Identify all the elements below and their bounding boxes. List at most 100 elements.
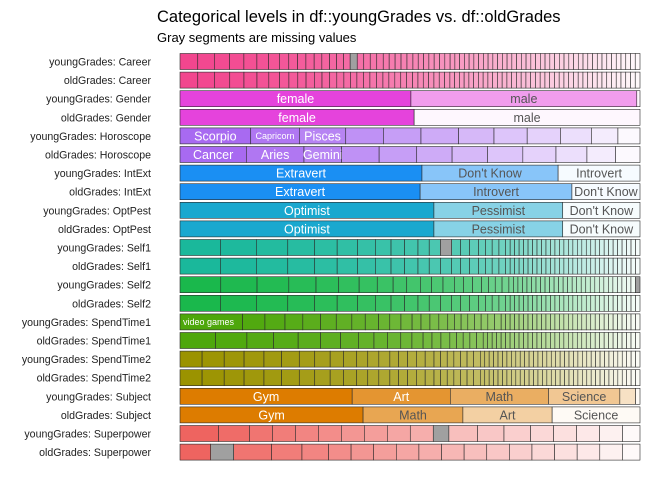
bar-segment xyxy=(272,425,296,442)
bar-segment xyxy=(367,350,380,368)
bar-segment xyxy=(476,332,484,349)
bar-segment xyxy=(581,332,587,349)
bar-segment xyxy=(357,294,376,312)
bar-segment xyxy=(416,350,426,368)
bar-segment xyxy=(528,369,534,387)
bar-segment xyxy=(559,350,565,368)
bar-segment xyxy=(518,239,524,256)
bar-segment xyxy=(467,313,475,331)
row-label: oldGrades: Career xyxy=(64,75,152,87)
bar-segment xyxy=(369,53,378,70)
bar-segment xyxy=(501,71,508,89)
bar-segment xyxy=(603,257,609,275)
segment-label: Art xyxy=(500,408,517,422)
bar-segment xyxy=(514,257,520,275)
bar-segment xyxy=(582,350,588,368)
bar-segment xyxy=(611,53,617,70)
bar-segment xyxy=(626,313,632,331)
bar-segment xyxy=(573,53,579,70)
bar-segment xyxy=(622,425,641,442)
bar-segment xyxy=(459,53,465,70)
bar-segment xyxy=(491,257,500,275)
bar-segment xyxy=(179,53,199,70)
bar-segment xyxy=(541,332,547,349)
bar-segment xyxy=(581,313,587,331)
bar-segment xyxy=(376,276,394,294)
bar-segment xyxy=(568,369,574,387)
bar-segment xyxy=(550,257,556,275)
bar-segment xyxy=(596,53,603,70)
bar-segment xyxy=(511,350,517,368)
bar-segment xyxy=(612,294,618,312)
bar-segment xyxy=(532,313,538,331)
chart-row: youngGrades: Self2 xyxy=(57,276,641,294)
bar-segment xyxy=(501,276,510,294)
bar-segment xyxy=(621,257,627,275)
bar-segment xyxy=(635,332,641,349)
bar-segment xyxy=(363,71,371,89)
bar-segment xyxy=(509,332,515,349)
bar-segment xyxy=(635,313,641,331)
bar-segment xyxy=(635,369,641,387)
row-label: youngGrades: SpendTime1 xyxy=(22,317,151,329)
bar-segment xyxy=(539,71,546,89)
bar-segment xyxy=(438,313,449,331)
bar-segment xyxy=(460,369,468,387)
bar-segment xyxy=(388,71,396,89)
bar-segment xyxy=(249,425,273,442)
bar-segment xyxy=(626,276,632,294)
bar-segment xyxy=(256,294,289,312)
bar-segment xyxy=(541,257,547,275)
bar-segment xyxy=(612,257,618,275)
bar-segment xyxy=(492,53,498,70)
bar-segment xyxy=(619,387,636,405)
segment-label: Pessimist xyxy=(472,222,526,236)
bar-segment xyxy=(243,369,265,387)
bar-segment xyxy=(617,239,623,256)
bar-segment xyxy=(417,257,430,275)
bar-segment xyxy=(440,294,452,312)
bar-segment xyxy=(518,294,524,312)
bar-segment xyxy=(474,313,482,331)
bar-segment xyxy=(508,276,514,294)
bar-segment xyxy=(514,313,520,331)
bar-segment xyxy=(493,369,499,387)
bar-segment xyxy=(563,257,569,275)
bar-segment xyxy=(615,71,622,89)
bar-segment xyxy=(599,332,605,349)
bar-segment xyxy=(466,350,474,368)
bar-segment xyxy=(599,369,605,387)
bar-segment xyxy=(220,257,257,275)
bar-segment xyxy=(516,53,522,70)
bar-segment xyxy=(553,425,577,442)
bar-segment xyxy=(378,146,418,163)
bar-segment xyxy=(630,239,636,256)
bar-segment xyxy=(417,294,430,312)
bar-segment xyxy=(281,350,300,368)
bar-segment xyxy=(580,276,587,294)
bar-segment xyxy=(297,71,307,89)
bar-segment xyxy=(496,332,502,349)
segment-label: male xyxy=(514,111,541,125)
bar-segment xyxy=(400,71,407,89)
bar-segment xyxy=(582,53,589,70)
bar-segment xyxy=(367,369,380,387)
segment-label: Aries xyxy=(261,148,289,162)
bar-segment xyxy=(440,350,448,368)
bar-segment xyxy=(218,425,250,442)
bar-segment xyxy=(263,350,282,368)
bar-segment xyxy=(214,53,230,70)
bar-segment xyxy=(424,369,435,387)
bar-segment xyxy=(542,369,548,387)
bar-segment xyxy=(559,313,565,331)
bar-segment xyxy=(568,313,574,331)
bar-segment xyxy=(505,313,511,331)
bar-segment xyxy=(630,369,636,387)
segment-label: female xyxy=(277,92,315,106)
bar-segment xyxy=(549,53,555,70)
bar-segment xyxy=(411,332,424,349)
bar-segment xyxy=(463,71,470,89)
bar-segment xyxy=(559,369,565,387)
bar-segment xyxy=(604,369,610,387)
bar-segment xyxy=(389,369,399,387)
